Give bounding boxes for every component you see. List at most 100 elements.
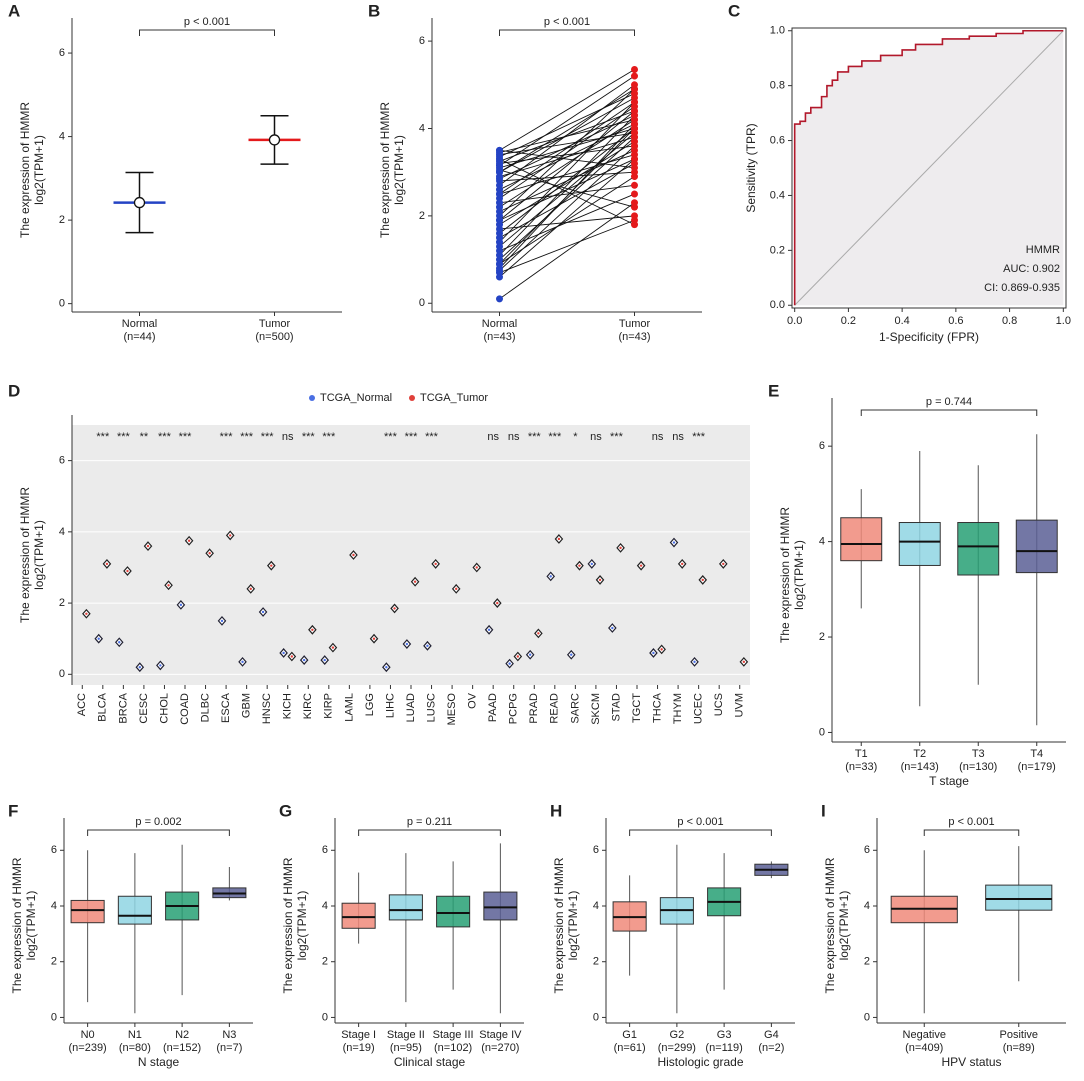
y-tick-label: 6	[864, 844, 870, 856]
median-dot	[611, 626, 614, 630]
x-tick-label: OV	[467, 692, 479, 709]
pair-line	[499, 158, 635, 226]
median-dot	[85, 612, 88, 615]
y-axis-label: log2(TPM+1)	[32, 135, 46, 205]
x-tick-label: READ	[549, 693, 561, 724]
significance-label: ***	[610, 431, 624, 443]
significance-label: **	[140, 431, 149, 443]
pair-line	[499, 88, 635, 173]
median-dot	[372, 637, 376, 640]
x-tick-label: LUSC	[425, 693, 437, 722]
point	[496, 190, 503, 198]
pair-line	[499, 184, 635, 204]
y-tick-label: 2	[59, 214, 65, 226]
median-dot	[681, 562, 684, 566]
x-tick-label: PAAD	[487, 693, 499, 722]
pair-line	[499, 93, 635, 158]
pair-line	[499, 128, 635, 265]
x-tick-label: T1	[855, 748, 868, 760]
median-dot	[508, 662, 511, 665]
median-dot	[434, 562, 437, 566]
x-tick-label: PCPG	[508, 693, 520, 724]
x-tick-label: T2	[913, 748, 926, 760]
y-tick-label: 1.0	[770, 25, 785, 37]
x-tick-label: Stage II	[387, 1029, 425, 1041]
pair-line	[499, 110, 635, 221]
significance-label: ***	[425, 431, 439, 443]
pair-line	[499, 114, 635, 180]
x-tick-label: SARC	[569, 693, 581, 724]
x-tick-label: LGG	[364, 693, 376, 716]
x-tick-label: UCEC	[693, 693, 705, 724]
y-tick-label: 6	[419, 35, 425, 47]
median-dot	[179, 603, 183, 607]
median-dot	[208, 552, 211, 555]
x-axis-label: Histologic grade	[657, 1055, 743, 1069]
significance-label: *	[573, 431, 578, 443]
y-tick-label: 4	[59, 526, 65, 538]
median-dot	[126, 569, 129, 573]
point	[496, 146, 503, 154]
x-tick-label: KIRP	[323, 693, 335, 719]
panel-label: B	[368, 1, 380, 20]
median-dot	[138, 665, 141, 669]
significance-bracket	[87, 829, 230, 836]
x-tick-count: (n=80)	[119, 1042, 151, 1054]
median-dot	[323, 658, 326, 662]
median-dot	[97, 637, 100, 640]
median-dot	[598, 578, 602, 582]
x-tick-count: (n=152)	[163, 1042, 201, 1054]
point	[496, 216, 503, 224]
y-tick-label: 2	[59, 597, 65, 609]
median-dot	[352, 553, 355, 557]
x-tick-count: (n=44)	[123, 331, 155, 343]
median-dot	[455, 587, 458, 591]
x-tick-label: Negative	[903, 1029, 946, 1041]
pair-line	[499, 115, 635, 256]
pair-line	[499, 136, 635, 177]
x-tick-label: Stage III	[433, 1029, 474, 1041]
point	[631, 181, 638, 189]
median-dot	[693, 660, 696, 664]
panel-label: E	[768, 381, 779, 400]
x-tick-label: LIHC	[384, 693, 396, 718]
significance-bracket	[629, 829, 772, 836]
median-dot	[413, 580, 417, 583]
significance-label: ***	[117, 431, 131, 443]
legend-swatch	[409, 395, 415, 401]
significance-label: ns	[508, 431, 520, 443]
y-tick-label: 2	[419, 210, 425, 222]
box	[898, 522, 941, 566]
pair-line	[499, 145, 635, 164]
x-tick-count: (n=409)	[905, 1042, 943, 1054]
plot-frame	[791, 27, 1067, 309]
significance-bracket	[860, 409, 1038, 416]
y-axis-label: log2(TPM+1)	[24, 891, 38, 961]
median-dot	[393, 607, 396, 610]
x-tick-label: LUAD	[405, 693, 417, 722]
median-dot	[118, 641, 121, 644]
x-tick-count: (n=61)	[614, 1042, 646, 1054]
median-dot	[549, 575, 552, 578]
x-tick-count: (n=43)	[483, 331, 515, 343]
median-dot	[639, 564, 643, 567]
x-tick-label: T3	[972, 748, 985, 760]
x-tick-label: GBM	[241, 693, 253, 718]
x-tick-label: G4	[764, 1029, 779, 1041]
x-tick-label: MESO	[446, 693, 458, 726]
median-dot	[187, 539, 191, 542]
pair-line	[499, 149, 635, 169]
annotation: CI: 0.869-0.935	[984, 282, 1060, 294]
point	[631, 124, 638, 132]
y-tick-label: 0	[593, 1011, 599, 1023]
median-dot	[167, 584, 170, 587]
x-tick-count: (n=19)	[343, 1042, 375, 1054]
x-tick-count: (n=239)	[69, 1042, 107, 1054]
x-tick-count: (n=500)	[255, 331, 293, 343]
x-tick-label: 0.4	[894, 315, 909, 327]
point	[631, 212, 638, 220]
y-axis-label: log2(TPM+1)	[392, 135, 406, 205]
y-tick-label: 0.0	[770, 299, 785, 311]
p-value: p < 0.001	[677, 816, 723, 828]
y-tick-label: 6	[819, 440, 825, 452]
